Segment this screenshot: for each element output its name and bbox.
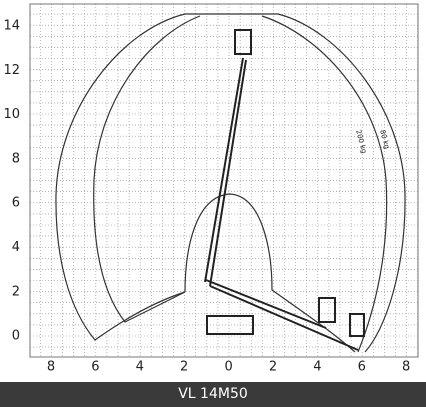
y-tick-label: 0 [12, 329, 20, 344]
plot-frame [30, 4, 418, 357]
upper-boom [210, 60, 246, 286]
grid [30, 4, 418, 357]
x-tick-label: 2 [269, 360, 277, 375]
y-tick-label: 10 [3, 107, 20, 122]
y-tick-label: 14 [3, 19, 20, 34]
lower-boom [206, 280, 326, 328]
outer-envelope [56, 14, 405, 352]
y-tick-label: 4 [12, 240, 20, 255]
x-tick-label: 6 [358, 360, 366, 375]
x-tick-label: 4 [313, 360, 321, 375]
curve-label: 200 kg [354, 129, 368, 154]
y-tick-label: 12 [3, 63, 20, 78]
page: 200 kg 80 kg 86420246814121086420 VL 14M… [0, 0, 426, 407]
x-tick-label: 2 [180, 360, 188, 375]
y-tick-label: 2 [12, 284, 20, 299]
envelopes [56, 14, 405, 352]
y-tick-label: 8 [12, 151, 20, 166]
y-tick-label: 6 [12, 196, 20, 211]
footer-title: VL 14M50 [0, 382, 426, 407]
basket [319, 298, 335, 322]
x-tick-label: 8 [402, 360, 410, 375]
x-tick-label: 6 [91, 360, 99, 375]
x-tick-label: 8 [47, 360, 55, 375]
x-tick-label: 4 [136, 360, 144, 375]
center-arch [185, 194, 355, 352]
basket [235, 30, 251, 54]
x-tick-label: 0 [224, 360, 232, 375]
